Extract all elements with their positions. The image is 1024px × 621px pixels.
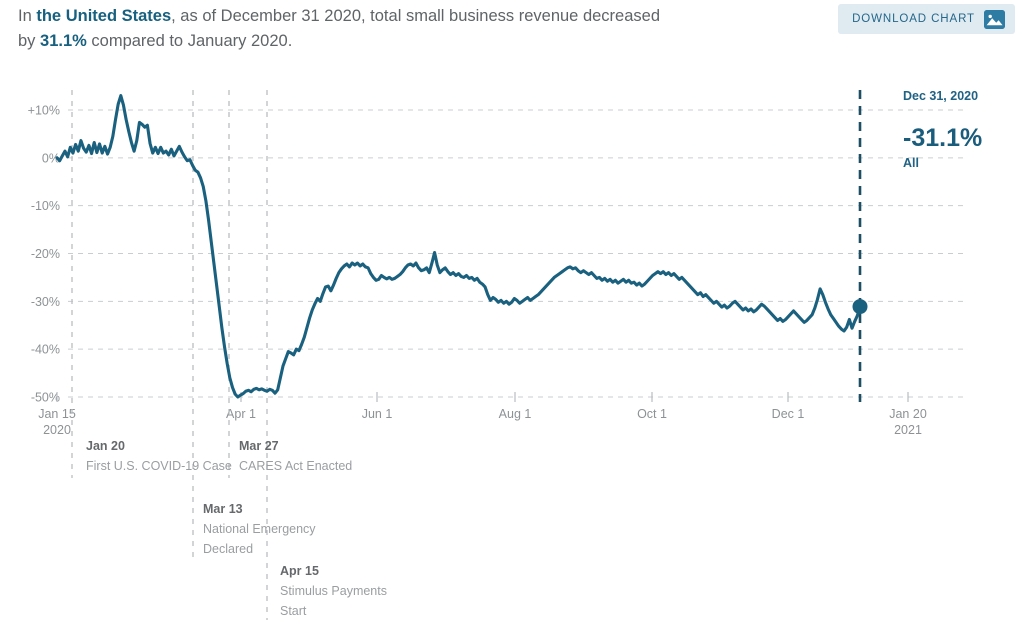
page-title: In the United States, as of December 31 … <box>18 4 678 54</box>
x-axis-tick-label: Aug 1 <box>499 407 532 421</box>
x-axis-tick-year-label: 2021 <box>894 423 922 437</box>
x-axis-tick-label: Jan 15 <box>38 407 76 421</box>
annotation-date: Mar 27 <box>239 439 279 453</box>
download-chart-button[interactable]: DOWNLOAD CHART <box>838 4 1015 34</box>
end-point-marker <box>852 299 868 315</box>
y-axis-tick-label: -50% <box>31 391 60 405</box>
readout-value: -31.1% <box>903 124 983 152</box>
y-axis-tick-label: 0% <box>42 151 60 165</box>
readout-series-label: All <box>903 156 919 170</box>
download-chart-label: DOWNLOAD CHART <box>852 13 975 25</box>
headline-value: 31.1% <box>40 32 87 50</box>
revenue-series-line <box>55 94 862 399</box>
x-axis-tick-label: Oct 1 <box>637 407 667 421</box>
headline-mid: , as of December 31 2020, total small bu… <box>18 7 661 50</box>
annotation-jan-20: Jan 20 First U.S. COVID-19 Case <box>86 437 232 476</box>
annotation-description: Stimulus Payments Start <box>280 584 387 618</box>
annotation-description: CARES Act Enacted <box>239 459 353 473</box>
y-axis-tick-label: +10% <box>28 104 60 118</box>
annotation-mar-13: Mar 13 National Emergency Declared <box>203 500 333 559</box>
annotation-date: Jan 20 <box>86 439 125 453</box>
y-axis-tick-label: -20% <box>31 247 60 261</box>
x-axis-tick-label: Apr 1 <box>226 407 256 421</box>
x-axis-tick-label: Dec 1 <box>772 407 805 421</box>
image-icon <box>984 9 1005 29</box>
annotation-apr-15: Apr 15 Stimulus Payments Start <box>280 562 410 621</box>
annotation-date: Mar 13 <box>203 502 243 516</box>
headline-post: compared to January 2020. <box>86 32 293 50</box>
chart-header: In the United States, as of December 31 … <box>0 0 1024 70</box>
y-axis-tick-label: -40% <box>31 343 60 357</box>
x-axis-tick-label: Jun 1 <box>362 407 393 421</box>
headline-pre: In <box>18 7 37 25</box>
headline-region: the United States <box>36 7 172 25</box>
x-axis-tick-label: Jan 20 <box>889 407 927 421</box>
annotation-mar-27: Mar 27 CARES Act Enacted <box>239 437 352 476</box>
y-axis-tick-label: -30% <box>31 295 60 309</box>
annotation-date: Apr 15 <box>280 564 319 578</box>
value-readout: Dec 31, 2020 -31.1% All <box>903 88 1023 171</box>
x-axis-tick-year-label: 2020 <box>43 423 71 437</box>
annotation-description: First U.S. COVID-19 Case <box>86 459 232 473</box>
y-axis-tick-label: -10% <box>31 199 60 213</box>
annotation-description: National Emergency Declared <box>203 522 316 556</box>
readout-date: Dec 31, 2020 <box>903 89 979 103</box>
